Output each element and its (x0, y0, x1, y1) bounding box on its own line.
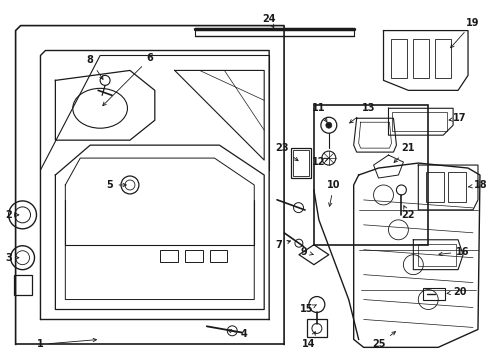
Bar (392, 112, 447, 131)
Text: 8: 8 (87, 55, 103, 79)
Bar (418, 244, 456, 266)
Text: 18: 18 (468, 180, 488, 190)
Bar (291, 148, 311, 178)
Bar (185, 250, 202, 262)
Circle shape (326, 122, 332, 128)
Text: 23: 23 (275, 143, 298, 161)
Bar (307, 319, 327, 337)
Text: 10: 10 (327, 180, 341, 206)
Text: 7: 7 (276, 240, 291, 250)
Bar (426, 172, 444, 202)
Text: 15: 15 (300, 305, 317, 315)
Bar (423, 288, 445, 300)
Text: 14: 14 (302, 332, 316, 349)
Text: 2: 2 (5, 210, 19, 220)
Bar (14, 275, 31, 294)
Bar (293, 150, 309, 176)
Text: 6: 6 (103, 54, 153, 105)
Bar (160, 250, 178, 262)
Text: 3: 3 (5, 253, 19, 263)
Text: 21: 21 (394, 143, 415, 162)
Text: 5: 5 (107, 180, 126, 190)
Text: 17: 17 (449, 113, 467, 123)
Text: 20: 20 (447, 287, 467, 297)
Text: 13: 13 (350, 103, 375, 123)
Text: 12: 12 (312, 157, 328, 167)
Text: 19: 19 (451, 18, 480, 48)
Text: 11: 11 (312, 103, 327, 122)
Text: 1: 1 (37, 338, 97, 349)
Text: 9: 9 (300, 247, 313, 257)
Text: 25: 25 (372, 332, 395, 349)
Text: 4: 4 (228, 329, 247, 339)
Text: 16: 16 (439, 247, 470, 257)
Bar (435, 39, 451, 78)
Text: 22: 22 (402, 206, 415, 220)
Bar (448, 172, 466, 202)
Text: 24: 24 (263, 14, 276, 28)
Bar (210, 250, 227, 262)
Bar (414, 39, 429, 78)
Bar (314, 105, 428, 245)
Bar (392, 39, 407, 78)
